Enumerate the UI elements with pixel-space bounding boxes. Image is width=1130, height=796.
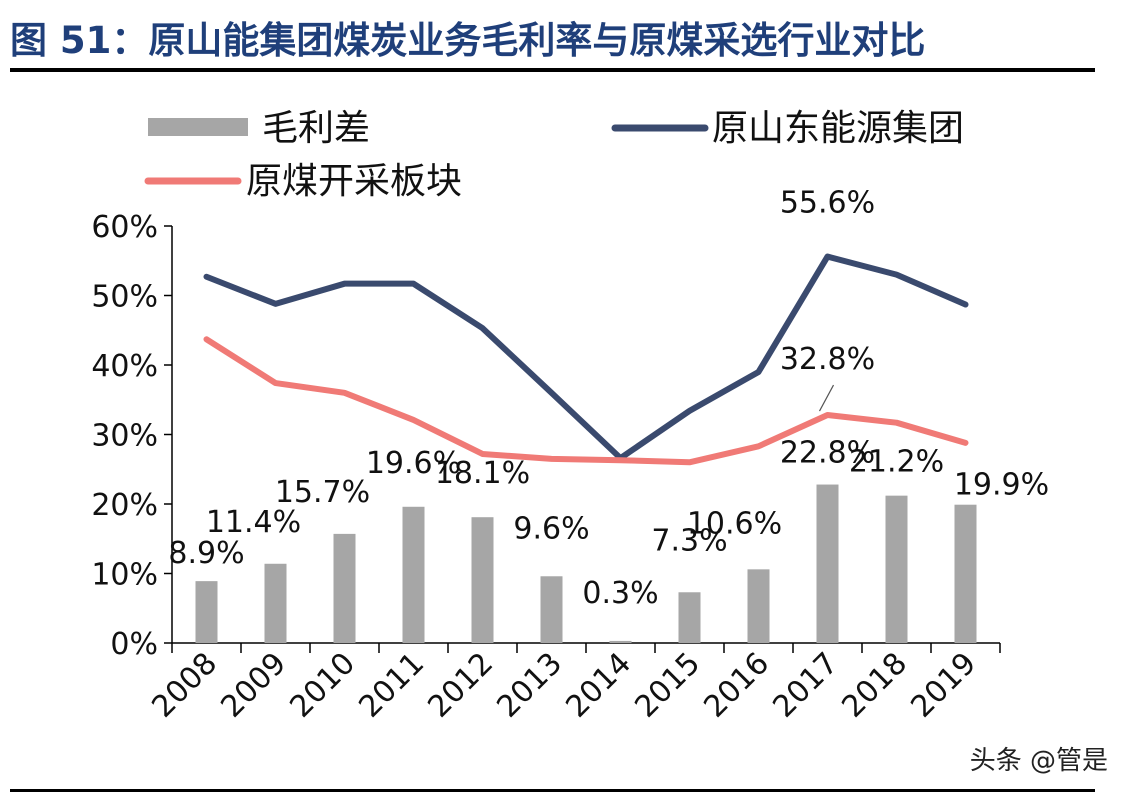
bar <box>747 569 770 643</box>
legend-label-bar: 毛利差 <box>262 108 370 149</box>
y-tick-label: 50% <box>91 280 158 315</box>
page-title: 图 51：原山能集团煤炭业务毛利率与原煤采选行业对比 <box>10 19 926 62</box>
line-energy-group <box>203 253 969 462</box>
bar-data-label: 0.3% <box>582 576 658 611</box>
bar-data-label: 18.1% <box>435 456 530 491</box>
bar <box>471 517 494 643</box>
annotation-leader <box>818 384 835 412</box>
bar <box>816 484 839 643</box>
bar <box>609 640 632 643</box>
bar-data-label: 21.2% <box>849 445 944 480</box>
x-tick-label: 2012 <box>421 646 500 725</box>
bar <box>333 533 356 643</box>
bar <box>954 504 977 643</box>
bar-data-label: 19.6% <box>366 446 461 481</box>
y-tick-label: 40% <box>91 349 158 384</box>
legend-label-energy-group: 原山东能源集团 <box>712 108 964 149</box>
bar-data-label: 15.7% <box>275 475 370 510</box>
x-tick-label: 2019 <box>904 646 983 725</box>
bar-data-label: 9.6% <box>513 511 589 546</box>
y-tick-label: 10% <box>91 558 158 593</box>
bar <box>195 581 218 643</box>
y-tick-label: 0% <box>110 627 158 662</box>
y-tick-label: 30% <box>91 419 158 454</box>
line-series <box>203 253 969 466</box>
x-tick-label: 2013 <box>490 646 569 725</box>
bar <box>540 576 563 643</box>
y-tick-label: 60% <box>91 210 158 245</box>
legend-swatch-bar <box>148 118 248 136</box>
bar-data-label: 19.9% <box>954 468 1049 503</box>
x-tick-label: 2016 <box>697 646 776 725</box>
bottom-divider <box>10 789 1095 792</box>
data-labels: 8.9%11.4%15.7%19.6%18.1% 9.6% 0.3% 7.3%10.6… <box>168 186 1049 611</box>
bar-data-label: 11.4% <box>206 505 301 540</box>
line-annotation: 55.6% <box>780 186 875 221</box>
bar <box>402 506 425 643</box>
x-tick-label: 2010 <box>283 646 362 725</box>
x-tick-label: 2015 <box>628 646 707 725</box>
x-tick-label: 2011 <box>352 646 431 725</box>
y-tick-label: 20% <box>91 488 158 523</box>
bar <box>264 563 287 643</box>
bar-data-label: 10.6% <box>687 506 782 541</box>
bar-data-label: 8.9% <box>168 536 244 571</box>
line-annotation: 32.8% <box>780 342 875 377</box>
watermark: 头条 @管是 <box>969 746 1108 776</box>
line-coal-mining <box>203 336 969 466</box>
bar <box>885 495 908 643</box>
bar-series <box>195 484 977 643</box>
bar <box>678 592 701 643</box>
legend-label-coal-mining: 原煤开采板块 <box>246 161 462 202</box>
title-divider <box>10 68 1095 72</box>
x-tick-label: 2014 <box>559 646 638 725</box>
x-tick-label: 2009 <box>214 646 293 725</box>
bar-data-label: 22.8% <box>780 436 875 471</box>
bar-data-label: 7.3% <box>651 523 727 558</box>
x-tick-label: 2017 <box>766 646 845 725</box>
x-tick-label: 2018 <box>835 646 914 725</box>
